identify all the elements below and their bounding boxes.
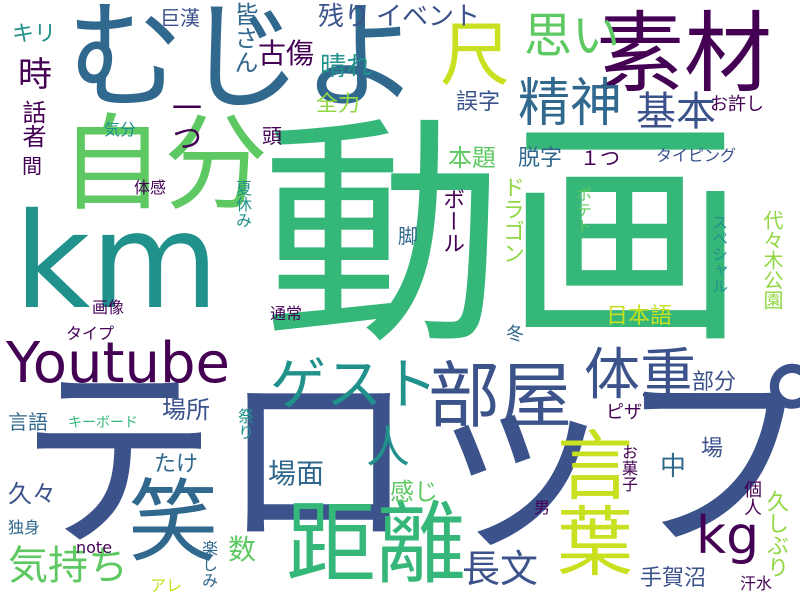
word-note: note — [76, 538, 113, 557]
word-hisabisa: 久々 — [8, 480, 56, 508]
word-atama: 頭 — [262, 124, 282, 148]
word-potato: ポテト — [573, 186, 592, 234]
word-okashi: お菓子 — [619, 444, 638, 492]
word-hitotsu: 一つ — [166, 92, 201, 152]
word-hondai: 本題 — [448, 144, 496, 172]
word-teganuma: 手賀沼 — [640, 566, 707, 591]
word-event: イベント — [376, 2, 481, 32]
word-fuyu: 冬 — [506, 324, 524, 345]
word-kihon: 基本 — [636, 89, 716, 135]
word-kibun: 気分 — [104, 120, 137, 139]
word-natsuyasumi: 夏休み — [233, 180, 252, 228]
word-naka: 中 — [660, 452, 687, 482]
word-goji: 誤字 — [456, 90, 501, 115]
word-ball: ボール — [439, 188, 464, 254]
word-hitotsu2: １つ — [580, 146, 620, 170]
word-yoyogi: 代々木公園 — [760, 210, 784, 310]
word-typing: タイピング — [656, 146, 737, 165]
word-jibun: 自分 — [60, 103, 269, 225]
word-kanji: 感じ — [390, 478, 438, 506]
word-kojin: 個人 — [741, 480, 762, 516]
word-heya: 部屋 — [428, 354, 573, 438]
word-special: スペシャル — [709, 214, 728, 294]
word-bubun: 部分 — [692, 370, 737, 395]
word-are: アレ — [150, 576, 183, 595]
word-asemizu: 汗水 — [740, 574, 773, 593]
word-pizza: ピザ — [606, 402, 642, 423]
word-km: km — [14, 185, 220, 339]
word-kimochi: 気持ち — [8, 543, 128, 589]
word-tsujo: 通常 — [270, 304, 303, 323]
word-douga: 動画 — [262, 96, 747, 378]
word-keyboard: キーボード — [68, 415, 138, 431]
word-dokushin: 独身 — [8, 518, 41, 537]
word-basho: 場所 — [162, 396, 210, 424]
word-toki: 時 — [18, 55, 52, 95]
word-mujiyo: むじよ — [66, 0, 421, 126]
word-matsuri: 祭り — [235, 408, 254, 440]
word-seishin: 精神 — [518, 74, 623, 134]
word-datsuji: 脱字 — [518, 146, 563, 171]
word-guest: ゲスト — [270, 353, 438, 418]
word-take: たけ — [154, 452, 199, 477]
word-otoko: 男 — [534, 498, 551, 517]
word-hito: 人 — [366, 422, 410, 473]
word-hisashiburi: 久しぶり — [763, 490, 788, 578]
word-nihongo: 日本語 — [606, 304, 673, 329]
word-kiri: キリ — [12, 22, 57, 47]
word-hare: 晴れ — [320, 52, 373, 82]
word-ma: 間 — [22, 154, 42, 178]
word-chobun: 長文 — [462, 547, 539, 591]
word-minasan: 皆さん — [230, 2, 258, 74]
word-kyokan: 巨漢 — [160, 6, 200, 30]
word-kizu: 古傷 — [258, 37, 315, 70]
word-gazou: 画像 — [92, 298, 125, 317]
word-shaku: 尺 — [440, 14, 510, 96]
word-oyurushi: お許し — [710, 94, 764, 115]
word-terop: テロップ — [18, 345, 800, 578]
word-taiju: 体重 — [584, 343, 696, 408]
word-youtube: Youtube — [6, 331, 230, 396]
word-omoi: 思い — [524, 8, 621, 64]
word-dragon: ドラゴン — [499, 176, 524, 264]
word-washa: 話者 — [18, 100, 46, 148]
word-nokori: 残り — [318, 2, 371, 32]
word-gengo: 言語 — [8, 410, 48, 434]
word-kg: kg — [696, 506, 760, 566]
word-kazu: 数 — [228, 533, 257, 566]
word-kyori: 距離 — [286, 492, 466, 597]
word-type: タイプ — [66, 324, 115, 343]
word-ashi: 脚 — [398, 224, 418, 248]
word-kotoba: 言葉 — [544, 426, 633, 578]
word-sozai: 素材 — [596, 2, 773, 105]
word-warai: 笑 — [128, 470, 218, 575]
word-zenryoku: 全力 — [316, 92, 361, 117]
word-taikan: 体感 — [134, 178, 167, 197]
word-tanoshimi: 楽しみ — [199, 540, 218, 588]
word-ba: 場 — [697, 436, 722, 458]
word-bamen: 場面 — [268, 457, 325, 490]
